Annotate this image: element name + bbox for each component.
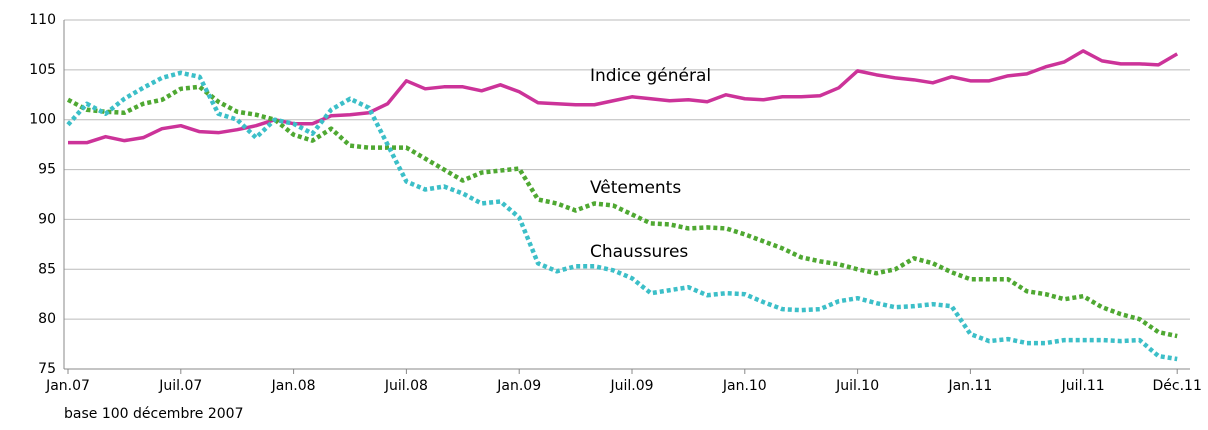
x-tick-label: Juil.09: [609, 378, 653, 394]
series-label: Indice général: [590, 66, 711, 86]
y-tick-label: 100: [29, 112, 56, 128]
series-label: Vêtements: [590, 178, 681, 198]
series-label: Chaussures: [590, 242, 688, 262]
x-tick-label: Jan.08: [271, 378, 316, 394]
series-line: [66, 84, 1178, 339]
y-tick-label: 80: [38, 311, 56, 327]
series-line: [68, 49, 1179, 145]
x-tick-label: Juil.10: [835, 378, 879, 394]
x-tick-label: Juil.08: [384, 378, 428, 394]
x-tick-label: Déc.11: [1153, 378, 1202, 394]
x-tick-label: Juil.07: [158, 378, 202, 394]
y-tick-label: 110: [29, 12, 56, 28]
x-tick-label: Juil.11: [1061, 378, 1105, 394]
series-line: [66, 70, 1178, 362]
y-tick-label: 85: [38, 261, 56, 277]
y-tick-label: 90: [38, 211, 56, 227]
y-tick-label: 105: [29, 62, 56, 78]
footnote: base 100 décembre 2007: [64, 406, 243, 422]
x-tick-label: Jan.07: [45, 378, 90, 394]
x-tick-label: Jan.10: [722, 378, 767, 394]
y-tick-label: 95: [38, 162, 56, 178]
y-tick-label: 75: [38, 361, 56, 377]
x-tick-label: Jan.11: [947, 378, 992, 394]
x-tick-label: Jan.09: [496, 378, 541, 394]
